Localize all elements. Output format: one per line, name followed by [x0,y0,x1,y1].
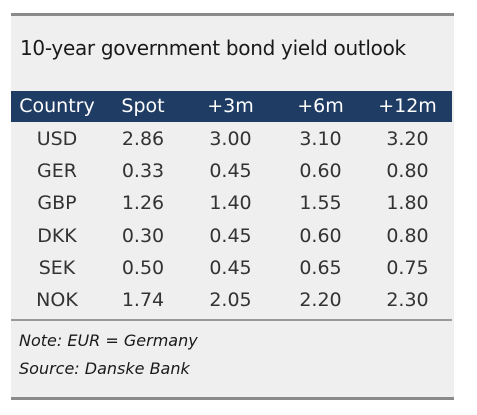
table-row: USD 2.86 3.00 3.10 3.20 [11,125,452,157]
row-country: SEK [38,257,76,279]
row-country: GBP [37,192,77,214]
row-6m: 0.60 [299,160,342,182]
table-row: GER 0.33 0.45 0.60 0.80 [11,157,452,189]
row-spot: 0.33 [121,160,165,182]
row-3m: 0.45 [209,225,252,247]
row-country: DKK [37,225,77,247]
table-title: 10-year government bond yield outlook [20,36,406,60]
row-3m: 1.40 [209,192,252,214]
header-12m: +12m [378,95,437,117]
table-divider [11,319,452,321]
header-spot: Spot [121,95,165,117]
row-6m: 0.60 [299,225,342,247]
row-12m: 0.75 [386,257,429,279]
row-spot: 1.74 [121,289,165,311]
row-country: GER [37,160,77,182]
table-row: GBP 1.26 1.40 1.55 1.80 [11,189,452,221]
header-6m: +6m [297,95,344,117]
row-spot: 0.30 [121,225,165,247]
row-6m: 1.55 [299,192,342,214]
row-spot: 1.26 [121,192,165,214]
row-6m: 2.20 [299,289,342,311]
row-12m: 1.80 [386,192,429,214]
row-country: NOK [36,289,78,311]
row-spot: 0.50 [121,257,165,279]
row-12m: 0.80 [386,160,429,182]
row-6m: 3.10 [299,128,342,150]
table-row: SEK 0.50 0.45 0.65 0.75 [11,254,452,286]
row-3m: 0.45 [209,257,252,279]
row-country: USD [36,128,78,150]
row-12m: 2.30 [386,289,429,311]
header-country: Country [19,95,95,117]
table-header-row: Country Spot +3m +6m +12m [11,91,452,122]
row-spot: 2.86 [121,128,165,150]
table-row: NOK 1.74 2.05 2.20 2.30 [11,286,452,318]
row-12m: 0.80 [386,225,429,247]
row-3m: 0.45 [209,160,252,182]
row-3m: 2.05 [209,289,252,311]
header-3m: +3m [207,95,254,117]
row-6m: 0.65 [299,257,342,279]
table-row: DKK 0.30 0.45 0.60 0.80 [11,222,452,254]
table-note: Note: EUR = Germany [19,331,198,350]
table-panel: 10-year government bond yield outlook Co… [11,13,454,400]
row-3m: 3.00 [209,128,252,150]
row-12m: 3.20 [386,128,429,150]
table-source: Source: Danske Bank [19,359,190,378]
